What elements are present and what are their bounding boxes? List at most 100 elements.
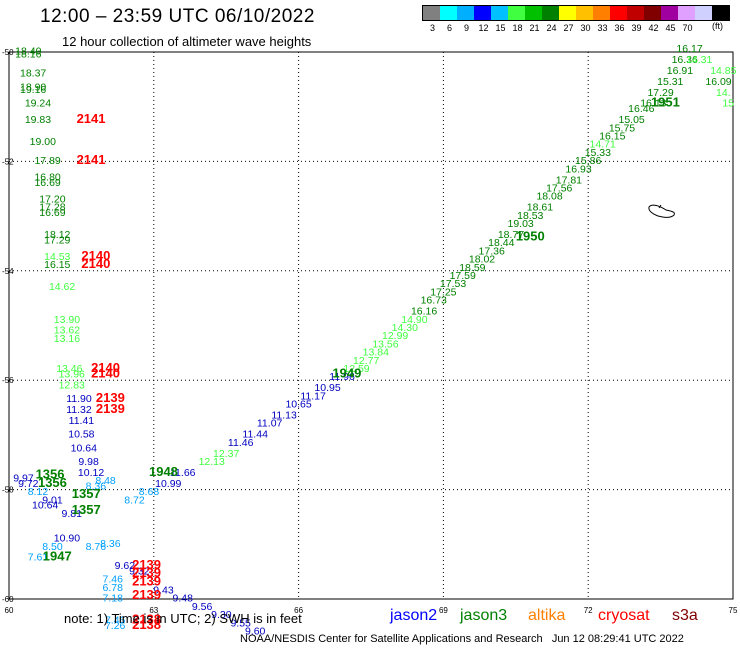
wave-height-value: 8.68: [139, 486, 160, 498]
legend-swatch: [644, 6, 661, 20]
wave-height-value: 18.12: [44, 229, 70, 241]
legend-swatch: [525, 6, 542, 20]
wave-height-value: 16.69: [34, 177, 60, 189]
wave-height-value: 14.71: [590, 139, 616, 151]
wave-height-value: 16.16: [411, 306, 437, 318]
wave-height-value: 12.83: [59, 379, 85, 391]
legend-label: 18: [512, 23, 523, 33]
wave-height-value: 11.17: [300, 390, 326, 402]
wave-height-value: 11.32: [66, 404, 92, 416]
wave-height-value: 8.12: [28, 486, 49, 498]
wave-height-value: 18.61: [527, 202, 553, 214]
x-tick-label: 60: [5, 606, 14, 615]
track-time-label: 1950: [516, 229, 545, 244]
legend-label: 9: [463, 23, 469, 33]
legend-label: 27: [563, 23, 574, 33]
track-time-label: 2140: [91, 365, 120, 380]
wave-height-value: 18.53: [517, 210, 543, 222]
wave-height-value: 16.91: [667, 65, 693, 77]
y-tick-label: -52: [2, 157, 14, 166]
wave-height-value: 16.17: [676, 43, 702, 55]
legend-swatch: [559, 6, 576, 20]
y-tick-label: -50: [2, 48, 14, 57]
legend-swatch: [440, 6, 457, 20]
wave-height-value: 16.36: [672, 54, 698, 66]
wave-height-value: 11.96: [329, 371, 355, 383]
wave-height-value: 8.48: [95, 475, 116, 487]
wave-height-value: 11.07: [257, 418, 283, 430]
track-time-label: 1357: [72, 502, 101, 517]
legend-label: 33: [597, 23, 608, 33]
legend-label: 21: [529, 23, 540, 33]
wave-height-value: 17.53: [440, 278, 466, 290]
wave-height-value: 9.81: [62, 508, 83, 520]
track-time-label: 2139: [96, 401, 125, 416]
legend-swatch: [678, 6, 695, 20]
track-time-label: 2139: [96, 390, 125, 405]
wave-height-value: 13.62: [54, 325, 80, 337]
wave-height-value: 12.99: [382, 330, 408, 342]
track-time-label: 2140: [81, 256, 110, 271]
legend-label: 42: [648, 23, 659, 33]
wave-height-value: 19.00: [30, 136, 56, 148]
wave-height-value: 19.03: [507, 218, 533, 230]
y-tick-label: -58: [2, 486, 14, 495]
coastline: [648, 204, 675, 218]
legend-swatch: [712, 6, 729, 20]
satellite-legend-jason3: jason3: [460, 607, 508, 624]
wave-height-value: 19.24: [25, 98, 51, 110]
wave-height-value: 9.62: [115, 560, 136, 572]
track-time-label: 1357: [72, 486, 101, 501]
legend-swatch: [474, 6, 491, 20]
wave-height-value: 13.90: [54, 314, 80, 326]
legend-swatch: [491, 6, 508, 20]
legend-swatch: [695, 6, 712, 20]
wave-height-value: 15.75: [609, 122, 635, 134]
track-time-label: 2139: [132, 557, 161, 572]
legend-label: 36: [614, 23, 625, 33]
wave-height-value: 17.29: [44, 234, 70, 246]
track-time-label: 1356: [38, 475, 67, 490]
track-time-label: 2141: [77, 111, 106, 126]
wave-height-value: 9.98: [78, 456, 99, 468]
legend-swatch: [542, 6, 559, 20]
wave-height-value: 8.76: [86, 541, 107, 553]
wave-height-value: 12.77: [353, 355, 379, 367]
legend-label: 12: [478, 23, 489, 33]
wave-height-value: 17.29: [647, 87, 673, 99]
wave-height-value: 18.16: [15, 48, 41, 60]
track-time-label: 2139: [132, 587, 161, 602]
wave-height-value: 19.16: [20, 84, 46, 96]
legend-swatch: [627, 6, 644, 20]
wave-height-value: 12.37: [213, 448, 239, 460]
wave-height-value: 19.83: [25, 114, 51, 126]
wave-height-value: 18.40: [15, 46, 41, 58]
satellite-legend-cryosat: cryosat: [598, 607, 650, 624]
wave-height-value: 12.13: [199, 456, 225, 468]
legend-label: 39: [631, 23, 642, 33]
wave-height-value: 10.64: [32, 500, 58, 512]
wave-height-value: 18.44: [488, 237, 514, 249]
wave-height-value: 7.26: [105, 620, 126, 632]
legend-unit: (ft): [712, 21, 723, 31]
track-time-labels: 1951195019491948194721412141214021402140…: [36, 95, 680, 632]
wave-height-value: 15.31: [657, 76, 683, 88]
legend-label: 6: [446, 23, 452, 33]
wave-height-value: 11.13: [271, 409, 297, 421]
color-scale-legend: 3 6 9 12 15 18 21 24 27 30 33 36 39 42 45 70 (ft): [422, 5, 730, 33]
legend-label: 24: [546, 23, 557, 33]
satellite-legend-jason2: jason2: [390, 607, 438, 624]
legend-label: 15: [495, 23, 506, 33]
legend-swatch: [457, 6, 474, 20]
wave-height-value: 14.30: [392, 322, 418, 334]
wave-height-value: 13.84: [363, 347, 389, 359]
wave-height-value: 12.59: [343, 363, 369, 375]
track-time-label: 2139: [132, 573, 161, 588]
legend-swatch: [576, 6, 593, 20]
track-time-label: 2138: [132, 617, 161, 632]
wave-height-value: 15.05: [618, 114, 644, 126]
wave-height-value: 17.89: [34, 155, 60, 167]
track-time-label: 2140: [91, 360, 120, 375]
wave-height-value: 16.15: [599, 131, 625, 143]
